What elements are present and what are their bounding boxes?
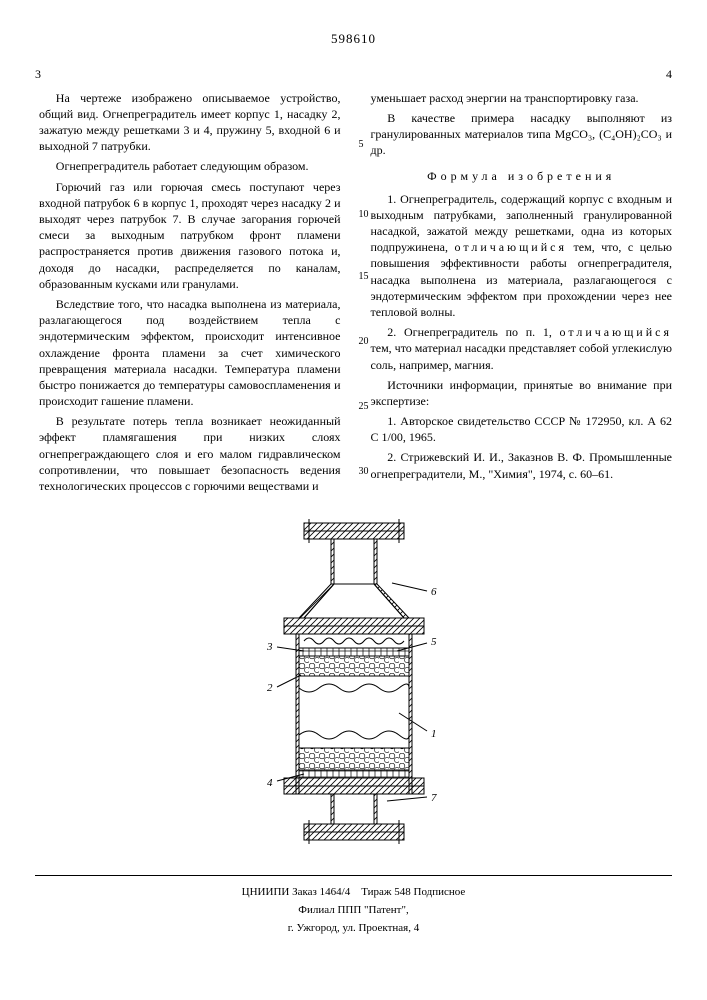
claim1-spaced: отличающийся [455,240,567,254]
footer-address: г. Ужгород, ул. Проектная, 4 [35,921,672,936]
line-num-25: 25 [359,400,369,414]
para-r2: В качестве примера насадку выполняют из … [371,110,673,159]
footer-order: ЦНИИПИ Заказ 1464/4 [242,886,351,898]
outlet-pipe [334,794,374,824]
packing-top [299,656,409,676]
document-number: 598610 [35,30,672,48]
source-1: 1. Авторское свидетельство СССР № 172950… [371,413,673,445]
line-num-20: 20 [359,335,369,349]
label-1: 1 [431,728,437,740]
claims-title: Формула изобретения [371,168,673,184]
page-num-right: 4 [666,66,672,82]
para-l1: На чертеже изображено описываемое устрой… [39,90,341,155]
bottom-flange [304,824,404,832]
inlet-pipe [334,539,374,584]
para-l3: Горючий газ или горючая смесь поступают … [39,179,341,292]
line-num-15: 15 [359,270,369,284]
page-header: 3 4 [35,66,672,82]
label-4: 4 [267,777,273,789]
page-num-left: 3 [35,66,41,82]
sources-title: Источники информации, принятые во вниман… [371,377,673,409]
label-5: 5 [431,636,437,648]
device-figure: 1 2 3 4 5 6 7 [35,513,672,853]
line-num-5: 5 [359,138,364,152]
claim2-text-b: тем, что материал насадки представляет с… [371,341,673,371]
line-num-30: 30 [359,465,369,479]
line-num-10: 10 [359,208,369,222]
footer-tirage: Тираж 548 Подписное [361,886,465,898]
claim2-text-a: 2. Огнепреградитель по п. 1, [387,325,559,339]
upper-body-flange [284,618,424,626]
label-2: 2 [267,682,273,694]
claim2-spaced: отличающийся [560,325,672,339]
lower-body-flange [284,778,424,786]
upper-grid [299,648,409,656]
body-space [299,676,409,748]
source-2: 2. Стрижевский И. И., Заказнов В. Ф. Про… [371,449,673,481]
footer-branch: Филиал ППП "Патент", [35,903,672,918]
lower-grid [299,770,409,778]
para-r1: уменьшает расход энергии на транспортиро… [371,90,673,106]
text-columns: На чертеже изображено описываемое устрой… [35,90,672,499]
label-6: 6 [431,586,437,598]
claim-2: 2. Огнепреградитель по п. 1, отличающийс… [371,324,673,373]
right-column: 5 10 15 20 25 30 уменьшает расход энерги… [361,90,673,499]
label-3: 3 [266,641,273,653]
para-l4: Вследствие того, что насадка выполнена и… [39,296,341,409]
footer: ЦНИИПИ Заказ 1464/4 Тираж 548 Подписное … [35,875,672,936]
label-7: 7 [431,792,437,804]
para-l5: В результате потерь тепла возникает неож… [39,413,341,494]
packing-bottom [299,748,409,770]
para-l2: Огнепреградитель работает следующим обра… [39,158,341,174]
left-column: На чертеже изображено описываемое устрой… [35,90,341,499]
claim-1: 1. Огнепреградитель, содержащий корпус с… [371,191,673,321]
